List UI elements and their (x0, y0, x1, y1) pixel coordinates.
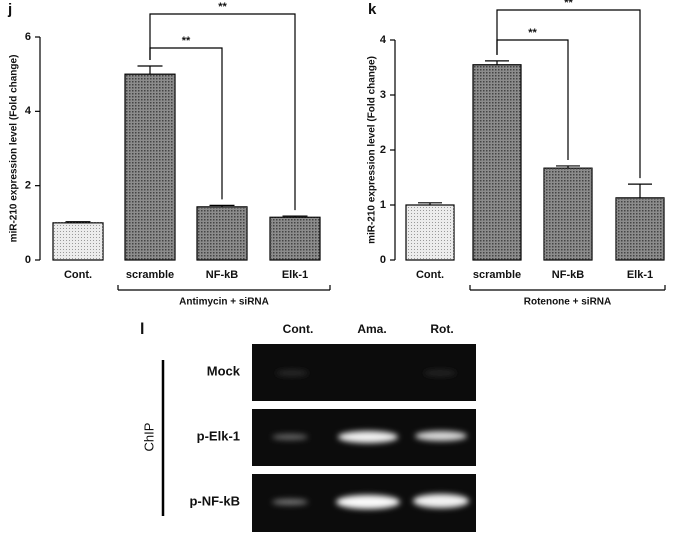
x-tick-label: Elk-1 (627, 269, 653, 281)
y-axis-label: miR-210 expression level (Fold change) (9, 55, 20, 243)
row-label: p-NF-kB (189, 493, 240, 508)
group-label: Antimycin + siRNA (179, 297, 269, 308)
y-tick-label: 4 (25, 105, 32, 117)
band (415, 431, 467, 441)
y-tick-label: 6 (25, 31, 31, 43)
band (424, 370, 456, 376)
y-tick-label: 1 (380, 199, 386, 211)
panel-label: j (7, 1, 12, 18)
bar (52, 222, 104, 261)
band (338, 431, 398, 443)
y-axis-label: miR-210 expression level (Fold change) (367, 56, 378, 244)
x-tick-label: scramble (126, 269, 174, 281)
x-tick-label: NF-kB (206, 269, 238, 281)
y-tick-label: 3 (380, 89, 386, 101)
row-label: p-Elk-1 (197, 428, 240, 443)
bar (269, 216, 321, 261)
group-label: Rotenone + siRNA (524, 297, 612, 308)
y-tick-label: 2 (25, 180, 31, 192)
x-tick-label: NF-kB (552, 269, 584, 281)
column-label: Rot. (430, 322, 453, 336)
significance-bracket (496, 9, 641, 179)
column-label: Cont. (283, 322, 314, 336)
bar (124, 73, 176, 261)
x-tick-label: Elk-1 (282, 269, 308, 281)
bar (196, 206, 248, 261)
significance-label: ** (528, 27, 537, 39)
x-tick-label: Cont. (416, 269, 444, 281)
band (272, 434, 308, 440)
significance-bracket (149, 13, 296, 211)
bar (472, 64, 522, 261)
x-tick-label: Cont. (64, 269, 92, 281)
x-tick-label: scramble (473, 269, 521, 281)
panel-label: l (140, 321, 144, 338)
bar (405, 204, 455, 261)
gel-panel: l Cont. Ama. Rot. Mock p-Elk-1 p-NF-kB C… (140, 321, 476, 532)
y-tick-label: 0 (380, 254, 386, 266)
y-tick-label: 0 (25, 254, 31, 266)
y-tick-label: 4 (380, 34, 387, 46)
panel-label: k (368, 1, 377, 18)
band (413, 494, 469, 508)
significance-label: ** (218, 1, 227, 13)
band (336, 495, 400, 509)
side-label: ChIP (141, 423, 156, 452)
y-tick-label: 2 (380, 144, 386, 156)
bar (543, 167, 593, 261)
row-label: Mock (207, 363, 241, 378)
significance-label: ** (182, 35, 191, 47)
bar (615, 197, 665, 261)
significance-label: ** (564, 0, 573, 9)
band (276, 370, 308, 376)
column-label: Ama. (357, 322, 386, 336)
band (272, 499, 308, 505)
